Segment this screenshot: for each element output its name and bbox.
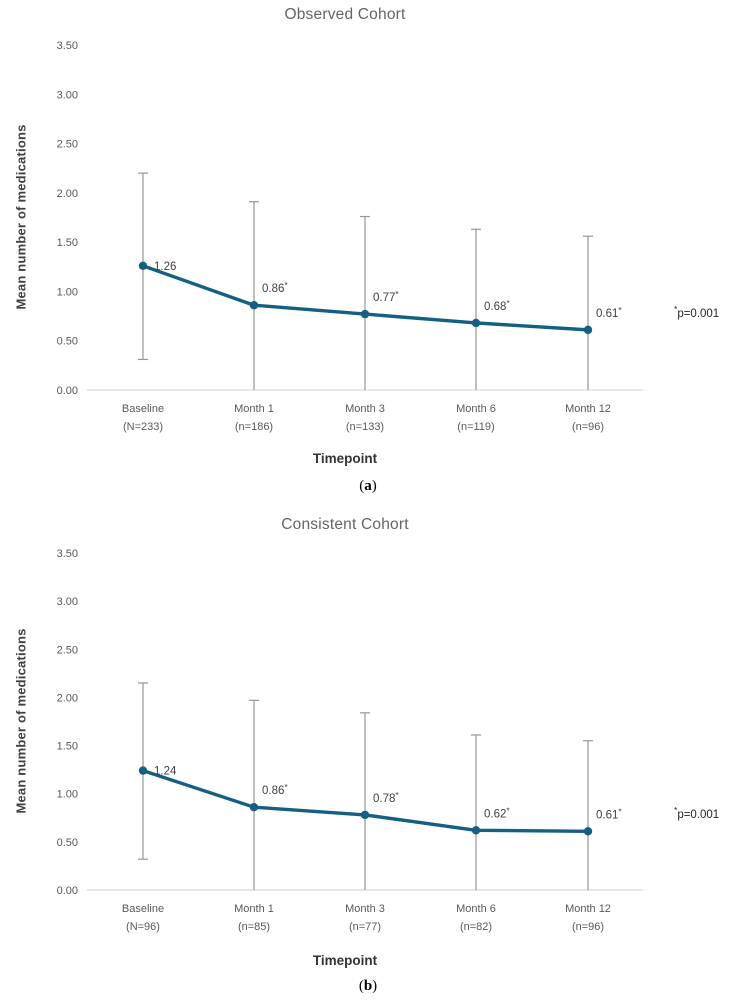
data-point	[583, 325, 593, 335]
data-point-label: 0.61*	[596, 806, 622, 821]
y-tick-label: 2.00	[57, 692, 78, 704]
panel-caption-a: (a)	[359, 478, 377, 494]
data-point	[360, 810, 370, 820]
data-point-label: 0.86*	[262, 782, 288, 797]
x-category-sublabel: (N=96)	[126, 921, 160, 933]
data-point-label: 0.61*	[596, 305, 622, 320]
y-tick-label: 0.00	[57, 885, 78, 897]
data-point	[138, 261, 148, 270]
y-tick-label: 0.50	[57, 837, 78, 849]
chart-title: Observed Cohort	[284, 6, 406, 23]
plot-area-observed-cohort: 0.00 0.50 1.00 1.50 2.00 2.50 3.00 3.50 1.26 0.86…	[57, 40, 643, 433]
data-point-label: 1.24	[154, 766, 177, 778]
y-tick-label: 1.00	[57, 789, 78, 801]
x-category-label: Month 12	[565, 903, 611, 915]
chart-panel-consistent-cohort: Consistent Cohort Mean number of medicat…	[0, 503, 736, 1007]
data-point	[471, 826, 481, 835]
y-tick-label: 1.50	[57, 237, 78, 249]
data-point	[249, 802, 259, 812]
data-point-label: 0.77*	[373, 289, 399, 304]
x-category-label: Month 6	[456, 903, 496, 915]
data-point-label: 0.86*	[262, 280, 288, 295]
p-value-annotation: *p=0.001	[674, 304, 720, 320]
x-category-sublabel: (n=133)	[346, 421, 384, 433]
data-point	[249, 301, 259, 310]
y-tick-label: 3.50	[57, 548, 78, 560]
y-tick-label: 1.00	[57, 286, 78, 298]
x-axis-title: Timepoint	[312, 953, 378, 968]
plot-area-consistent-cohort: 0.00 0.50 1.00 1.50 2.00 2.50 3.00 3.50 1.24 0.86…	[57, 548, 643, 933]
data-point-label: 1.26	[154, 261, 176, 273]
data-point	[583, 827, 593, 836]
y-tick-label: 3.50	[57, 40, 78, 52]
data-point-label: 0.68*	[484, 298, 510, 313]
y-tick-label: 2.00	[57, 188, 78, 200]
x-category-sublabel: (n=96)	[572, 421, 604, 433]
y-tick-label: 0.00	[57, 385, 78, 397]
x-axis-title: Timepoint	[312, 451, 378, 466]
x-category-label: Month 1	[234, 903, 274, 915]
x-category-label: Baseline	[122, 903, 164, 915]
x-category-label: Month 1	[234, 403, 274, 415]
data-point-label: 0.62*	[484, 805, 510, 820]
y-tick-label: 2.50	[57, 139, 78, 151]
x-category-label: Baseline	[122, 403, 164, 415]
x-category-label: Month 12	[565, 403, 611, 415]
y-tick-label: 2.50	[57, 644, 78, 656]
x-category-sublabel: (N=233)	[123, 421, 163, 433]
data-point	[138, 766, 148, 775]
panel-caption-b: (b)	[358, 978, 378, 994]
y-tick-label: 1.50	[57, 741, 78, 753]
y-tick-label: 3.00	[57, 596, 78, 608]
data-point-label: 0.78*	[373, 790, 399, 805]
chart-panel-observed-cohort: Observed Cohort Mean number of medicatio…	[0, 0, 736, 503]
x-category-sublabel: (n=82)	[460, 921, 492, 933]
y-tick-label: 3.00	[57, 89, 78, 101]
x-category-sublabel: (n=96)	[572, 921, 604, 933]
x-category-label: Month 3	[345, 903, 385, 915]
x-category-sublabel: (n=77)	[349, 921, 381, 933]
data-point	[360, 309, 370, 319]
x-category-sublabel: (n=119)	[457, 421, 494, 433]
data-point	[471, 318, 481, 328]
p-value-annotation: *p=0.001	[674, 805, 720, 821]
x-category-label: Month 3	[345, 403, 385, 415]
x-category-sublabel: (n=85)	[238, 921, 270, 933]
x-category-sublabel: (n=186)	[235, 421, 273, 433]
x-category-label: Month 6	[456, 403, 496, 415]
chart-title: Consistent Cohort	[281, 516, 409, 533]
y-tick-label: 0.50	[57, 336, 78, 348]
